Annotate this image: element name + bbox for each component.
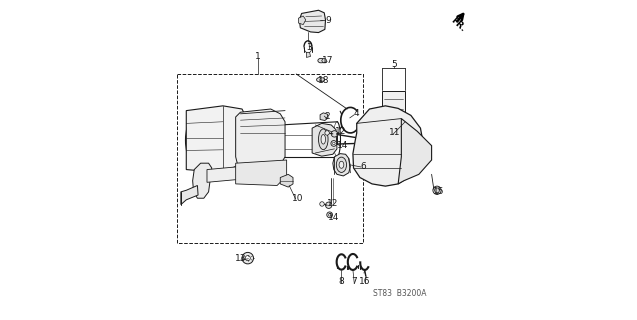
Text: 7: 7 [352,276,357,285]
Text: 11: 11 [389,128,401,137]
Polygon shape [186,106,245,173]
Polygon shape [280,174,293,187]
Circle shape [245,256,250,261]
Text: 1: 1 [255,52,261,61]
Circle shape [242,252,254,264]
Ellipse shape [339,161,344,168]
Text: 13: 13 [235,254,247,263]
Polygon shape [298,16,306,25]
Text: 12: 12 [327,198,338,207]
Polygon shape [299,10,326,33]
Circle shape [326,202,332,208]
Polygon shape [333,154,350,176]
Circle shape [329,213,331,216]
Text: 4: 4 [354,109,359,118]
Bar [177,74,363,243]
Circle shape [325,131,329,135]
Polygon shape [320,78,325,82]
Text: 5: 5 [391,60,397,69]
Text: 6: 6 [361,162,366,171]
Text: 16: 16 [359,276,371,285]
Text: 14: 14 [328,213,340,222]
Text: 18: 18 [318,76,329,85]
Circle shape [333,142,335,145]
Text: 2: 2 [325,113,330,122]
Text: 15: 15 [433,188,445,196]
Text: 3: 3 [306,43,313,52]
Ellipse shape [318,58,324,63]
Polygon shape [236,160,287,186]
Circle shape [331,131,338,137]
Polygon shape [312,123,337,156]
Circle shape [320,202,324,206]
Ellipse shape [336,157,347,172]
Text: 14: 14 [337,141,348,150]
Text: FR.: FR. [449,16,468,34]
Polygon shape [207,166,245,182]
Polygon shape [398,119,432,184]
Circle shape [433,186,441,195]
Polygon shape [353,106,424,186]
Polygon shape [306,52,310,57]
Ellipse shape [318,129,328,150]
Text: 8: 8 [338,276,345,285]
Text: 10: 10 [292,194,303,203]
Text: 12: 12 [336,127,347,136]
Text: 17: 17 [322,56,333,65]
Polygon shape [192,163,211,198]
Bar [382,92,405,122]
Polygon shape [322,59,327,63]
Circle shape [327,212,333,218]
Ellipse shape [321,134,326,144]
Ellipse shape [317,78,322,82]
Circle shape [331,140,337,146]
Polygon shape [236,109,285,168]
Polygon shape [434,188,440,193]
Text: 9: 9 [325,16,331,25]
Text: ST83  B3200A: ST83 B3200A [373,289,427,298]
Polygon shape [320,113,328,121]
Polygon shape [181,186,198,204]
